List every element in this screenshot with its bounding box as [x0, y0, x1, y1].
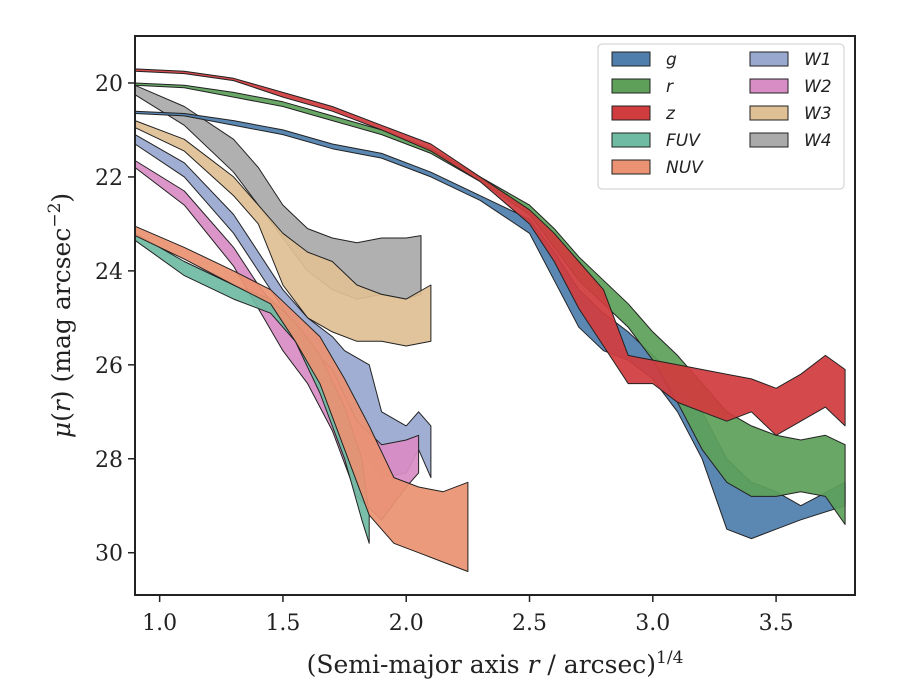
- y-axis-label-var: r: [47, 398, 76, 412]
- legend-label-nuv: NUV: [666, 158, 704, 178]
- x-tick-label: 3.0: [635, 611, 670, 636]
- legend: grz FUV NUV W1 W2 W3 W4: [597, 43, 845, 190]
- y-axis: 20 22 24 26 28 30: [95, 72, 135, 567]
- band-nuv: [134, 225, 469, 572]
- legend-swatch-w4: [749, 132, 789, 148]
- y-axis-label-mu: μ: [47, 422, 76, 438]
- legend-label-r: r: [666, 77, 674, 97]
- y-tick-label: 30: [95, 542, 123, 567]
- legend-swatch-fuv: [611, 132, 651, 148]
- legend-label-w4: W4: [804, 131, 832, 151]
- legend-swatch-z: [611, 105, 651, 121]
- x-axis: 1.0 1.5 2.0 2.5 3.0 3.5: [142, 595, 794, 636]
- series-bands: [134, 68, 846, 572]
- band-r: [134, 82, 846, 525]
- x-tick-label: 2.5: [512, 611, 547, 636]
- x-axis-label-sup: 1/4: [656, 648, 683, 668]
- x-axis-label-pre: (Semi-major axis: [307, 650, 528, 679]
- y-tick-label: 24: [95, 260, 123, 285]
- legend-swatch-w3: [749, 105, 789, 121]
- legend-swatch-w2: [749, 78, 789, 94]
- x-axis-label-post: / arcsec): [539, 650, 656, 679]
- x-tick-label: 2.0: [389, 611, 424, 636]
- x-tick-label: 1.0: [142, 611, 177, 636]
- y-tick-label: 26: [95, 354, 123, 379]
- legend-swatch-r: [611, 78, 651, 94]
- x-axis-label-var: r: [528, 650, 542, 679]
- y-axis-label-end: ): [47, 193, 76, 203]
- legend-label-g: g: [666, 50, 677, 70]
- y-tick-label: 20: [95, 72, 123, 97]
- legend-swatch-g: [611, 51, 651, 67]
- y-tick-label: 28: [95, 448, 123, 473]
- legend-label-z: z: [665, 104, 676, 124]
- legend-label-w3: W3: [804, 104, 832, 124]
- legend-swatch-w1: [749, 51, 789, 67]
- x-axis-label: (Semi-major axis r / arcsec)1/4: [307, 648, 684, 679]
- y-axis-label-sup: −2: [45, 203, 65, 228]
- x-tick-label: 1.5: [265, 611, 300, 636]
- legend-label-fuv: FUV: [666, 131, 701, 151]
- band-z: [134, 68, 846, 436]
- band-w3: [134, 120, 432, 347]
- plot-frame: [134, 35, 856, 596]
- legend-swatch-nuv: [611, 159, 651, 175]
- y-axis-label-unit: (mag arcsec: [47, 228, 76, 391]
- legend-label-w1: W1: [804, 50, 832, 70]
- y-axis-label-open: (: [47, 412, 76, 422]
- x-tick-label: 3.5: [759, 611, 794, 636]
- y-tick-label: 22: [95, 166, 123, 191]
- y-axis-label: μ(r) (mag arcsec−2): [45, 193, 76, 438]
- legend-label-w2: W2: [804, 77, 832, 97]
- y-axis-label-close: ): [47, 390, 76, 400]
